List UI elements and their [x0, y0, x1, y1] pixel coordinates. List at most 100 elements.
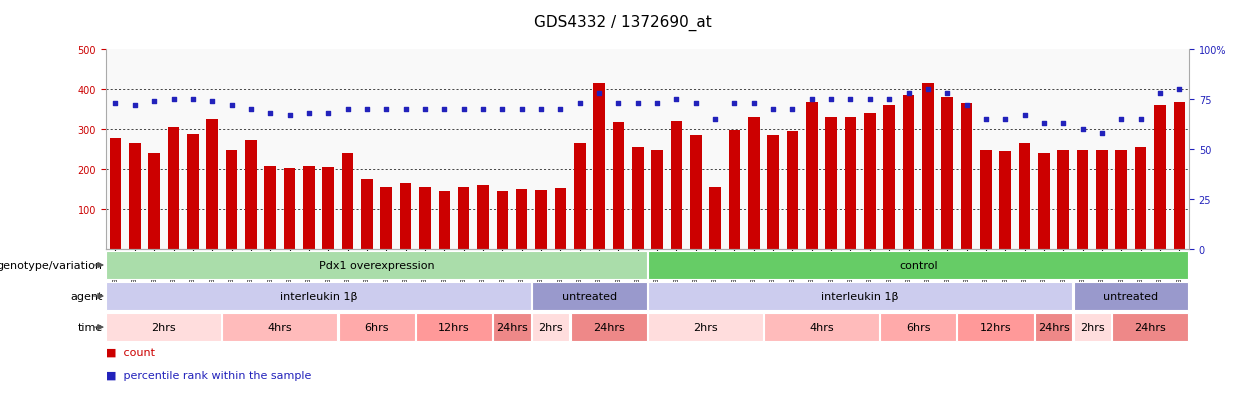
Text: ■  percentile rank within the sample: ■ percentile rank within the sample	[106, 370, 311, 380]
Text: time: time	[77, 322, 102, 332]
Point	[337, 107, 357, 113]
Bar	[420, 188, 431, 250]
Bar	[532, 282, 647, 310]
Point	[415, 107, 435, 113]
Bar	[416, 314, 492, 341]
Point	[743, 100, 763, 107]
Bar	[1077, 150, 1088, 250]
Point	[956, 102, 976, 109]
Bar	[923, 83, 934, 250]
Text: 2hrs: 2hrs	[152, 322, 176, 332]
Bar	[880, 314, 956, 341]
Point	[260, 110, 280, 117]
Point	[550, 107, 570, 113]
Point	[242, 107, 261, 113]
Point	[124, 102, 144, 109]
Bar	[957, 314, 1033, 341]
Text: 24hrs: 24hrs	[593, 322, 625, 332]
Bar	[1073, 314, 1111, 341]
Text: genotype/variation: genotype/variation	[0, 260, 102, 271]
Point	[686, 100, 706, 107]
Point	[106, 100, 126, 107]
Bar	[764, 314, 879, 341]
Bar	[647, 252, 1189, 279]
Point	[1092, 131, 1112, 137]
Bar	[110, 138, 121, 250]
Bar	[400, 184, 411, 250]
Point	[396, 107, 416, 113]
Text: 24hrs: 24hrs	[1134, 322, 1167, 332]
Bar	[787, 132, 798, 250]
Bar	[647, 282, 1072, 310]
Bar	[903, 96, 914, 250]
Point	[937, 90, 957, 97]
Point	[1073, 126, 1093, 133]
Text: control: control	[899, 260, 937, 271]
Point	[202, 98, 222, 105]
Point	[1150, 90, 1170, 97]
Bar	[458, 188, 469, 250]
Bar	[148, 154, 161, 250]
Bar	[806, 102, 818, 250]
Point	[280, 112, 300, 119]
Bar	[438, 192, 451, 250]
Bar	[106, 314, 222, 341]
Bar	[532, 314, 569, 341]
Text: 4hrs: 4hrs	[809, 322, 834, 332]
Bar	[651, 150, 662, 250]
Bar	[207, 120, 218, 250]
Point	[376, 107, 396, 113]
Point	[822, 96, 842, 103]
Bar	[593, 83, 605, 250]
Bar	[961, 104, 972, 250]
Bar	[535, 190, 547, 250]
Bar	[322, 168, 334, 250]
Text: 24hrs: 24hrs	[496, 322, 528, 332]
Bar	[728, 131, 741, 250]
Text: 4hrs: 4hrs	[268, 322, 293, 332]
Text: 2hrs: 2hrs	[693, 322, 717, 332]
Bar	[339, 314, 415, 341]
Point	[647, 100, 667, 107]
Point	[435, 107, 454, 113]
Text: 24hrs: 24hrs	[1037, 322, 1069, 332]
Bar	[493, 314, 530, 341]
Point	[918, 86, 937, 93]
Bar	[106, 282, 530, 310]
Bar	[825, 118, 837, 250]
Bar	[1154, 106, 1165, 250]
Bar	[554, 189, 566, 250]
Bar	[1116, 150, 1127, 250]
Text: GDS4332 / 1372690_at: GDS4332 / 1372690_at	[534, 14, 711, 31]
Text: 12hrs: 12hrs	[980, 322, 1011, 332]
Bar	[1057, 150, 1069, 250]
Bar	[168, 128, 179, 250]
Bar	[1073, 282, 1189, 310]
Point	[860, 96, 880, 103]
Bar	[671, 122, 682, 250]
Point	[879, 96, 899, 103]
Bar	[225, 150, 238, 250]
Text: 6hrs: 6hrs	[906, 322, 930, 332]
Text: interleukin 1β: interleukin 1β	[280, 291, 357, 301]
Text: interleukin 1β: interleukin 1β	[822, 291, 899, 301]
Point	[453, 107, 473, 113]
Bar	[1000, 152, 1011, 250]
Bar	[187, 135, 199, 250]
Text: untreated: untreated	[561, 291, 618, 301]
Bar	[264, 167, 276, 250]
Point	[589, 90, 609, 97]
Bar	[1038, 154, 1050, 250]
Bar	[342, 153, 354, 250]
Bar	[748, 118, 759, 250]
Point	[492, 107, 512, 113]
Bar	[106, 252, 647, 279]
Text: 12hrs: 12hrs	[438, 322, 469, 332]
Bar	[129, 144, 141, 250]
Point	[532, 107, 552, 113]
Bar	[767, 136, 779, 250]
Point	[144, 98, 164, 105]
Point	[1053, 120, 1073, 127]
Bar	[1096, 150, 1108, 250]
Point	[763, 107, 783, 113]
